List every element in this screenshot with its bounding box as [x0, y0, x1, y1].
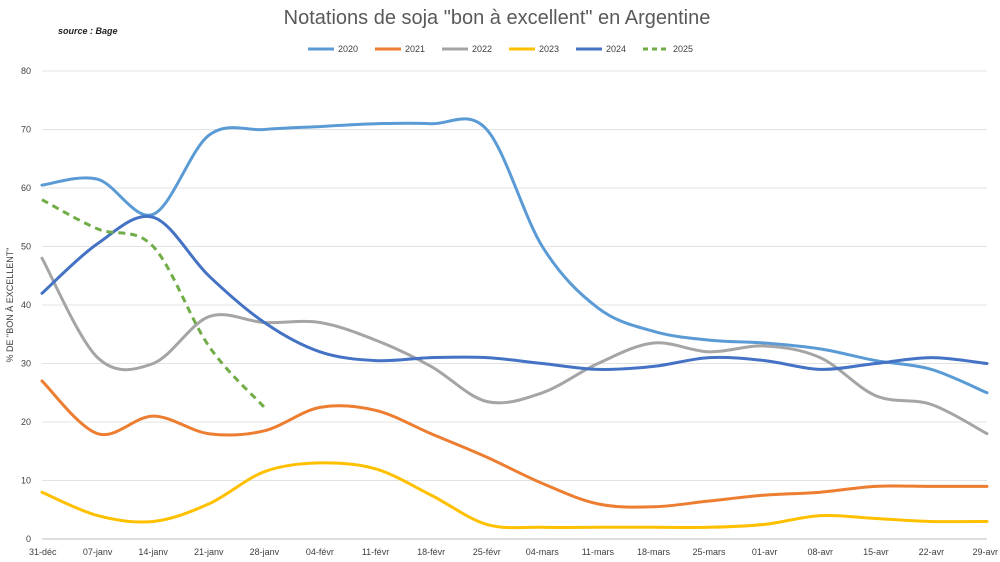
legend-label-2020: 2020 [338, 44, 358, 54]
x-tick-label: 11-févr [362, 547, 389, 557]
x-tick-label: 25-mars [693, 547, 727, 557]
x-tick-label: 28-janv [250, 547, 280, 557]
legend-label-2021: 2021 [405, 44, 425, 54]
x-tick-label: 29-avr [972, 547, 998, 557]
x-tick-label: 07-janv [83, 547, 113, 557]
x-tick-label: 08-avr [807, 547, 833, 557]
series-line-2024 [40, 214, 989, 371]
x-tick-label: 15-avr [863, 547, 889, 557]
y-axis-label: % DE "BON À EXCELLENT" [5, 248, 15, 363]
x-tick-label: 04-mars [526, 547, 560, 557]
series-line-2023 [40, 461, 989, 530]
y-tick-label: 10 [21, 476, 31, 486]
x-axis-ticks: 31-déc 07-janv 14-janv 21-janv 28-janv 04-fév… [29, 547, 998, 557]
series-line-2022 [40, 256, 989, 436]
x-tick-label: 25-févr [473, 547, 501, 557]
series-line-2020 [40, 117, 989, 395]
x-tick-label: 04-févr [306, 547, 334, 557]
x-tick-label: 18-févr [417, 547, 445, 557]
chart-title: Notations de soja "bon à excellent" en A… [284, 7, 711, 29]
x-tick-label: 18-mars [637, 547, 671, 557]
legend-label-2023: 2023 [539, 44, 559, 54]
legend-label-2025: 2025 [673, 44, 693, 54]
y-tick-label: 70 [21, 125, 31, 135]
series-line-2025 [41, 198, 266, 409]
x-tick-label: 21-janv [194, 547, 224, 557]
legend-label-2022: 2022 [472, 44, 492, 54]
legend-label-2024: 2024 [606, 44, 626, 54]
x-tick-label: 22-avr [919, 547, 945, 557]
x-tick-label: 01-avr [752, 547, 778, 557]
source-note: source : Bage [58, 26, 118, 36]
y-tick-label: 50 [21, 242, 31, 252]
y-tick-label: 0 [26, 534, 31, 544]
series-line-2021 [40, 379, 989, 509]
y-tick-label: 40 [21, 300, 31, 310]
y-axis-ticks: 0 10 20 30 40 50 60 70 80 [21, 66, 31, 544]
legend: 2020 2021 2022 2023 2024 2025 [308, 44, 693, 54]
x-tick-label: 31-déc [29, 547, 57, 557]
x-tick-label: 14-janv [138, 547, 168, 557]
x-tick-label: 11-mars [582, 547, 615, 557]
series-lines [40, 117, 989, 530]
y-tick-label: 20 [21, 417, 31, 427]
y-tick-label: 60 [21, 183, 31, 193]
y-tick-label: 80 [21, 66, 31, 76]
y-tick-label: 30 [21, 359, 31, 369]
